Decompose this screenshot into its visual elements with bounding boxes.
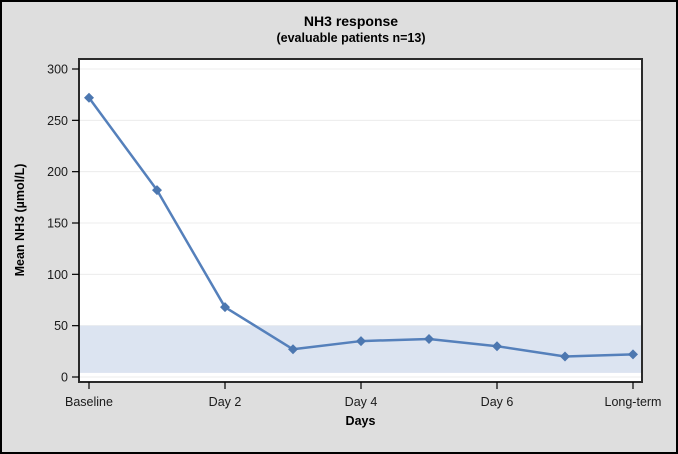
y-tick-label: 50 — [54, 319, 68, 333]
y-tick-label: 100 — [47, 268, 68, 282]
chart-title: NH3 response — [303, 13, 399, 29]
x-tick-label: Long-term — [605, 395, 662, 409]
data-point-marker — [288, 344, 298, 355]
data-point-marker — [356, 336, 366, 347]
reference-band — [79, 325, 642, 373]
y-tick-label: 0 — [61, 371, 68, 385]
data-point-marker — [84, 92, 94, 103]
x-tick-label: Day 2 — [209, 395, 242, 409]
y-tick-label: 150 — [47, 217, 68, 231]
data-point-marker — [560, 351, 570, 362]
data-point-marker — [424, 334, 434, 345]
x-axis-title: Days — [345, 414, 376, 428]
y-tick-label: 300 — [47, 63, 68, 77]
x-tick-label: Day 6 — [481, 395, 514, 409]
data-point-marker — [152, 185, 162, 196]
x-tick-label: Day 4 — [345, 395, 378, 409]
y-axis-title: Mean NH3 (µmol/L) — [13, 163, 27, 277]
y-tick-label: 200 — [47, 165, 68, 179]
data-point-marker — [220, 302, 230, 313]
y-tick-label: 250 — [47, 114, 68, 128]
chart-subtitle: (evaluable patients n=13) — [276, 31, 426, 45]
data-point-marker — [628, 349, 638, 360]
data-point-marker — [492, 341, 502, 352]
x-tick-label: Baseline — [65, 395, 113, 409]
